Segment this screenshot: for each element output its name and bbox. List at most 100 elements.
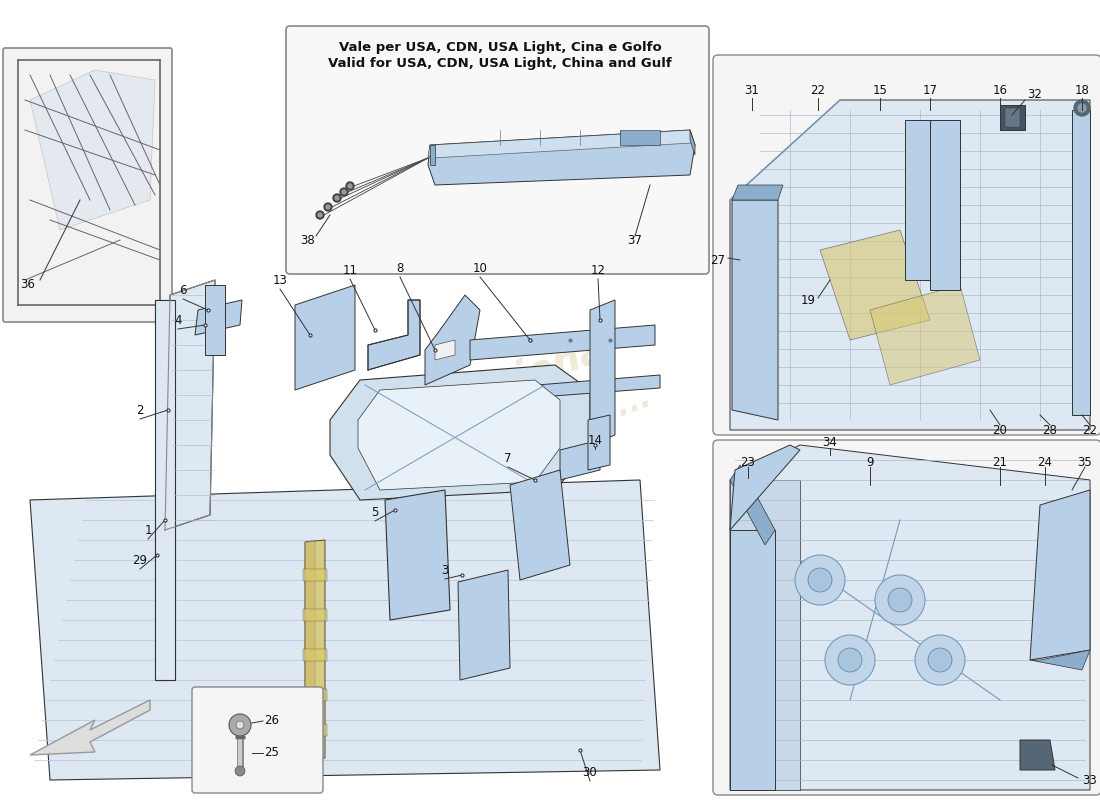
Text: 19: 19: [801, 294, 815, 306]
Polygon shape: [690, 130, 695, 155]
Circle shape: [316, 211, 324, 219]
Polygon shape: [500, 375, 660, 400]
Circle shape: [333, 194, 341, 202]
Circle shape: [874, 575, 925, 625]
Text: 32: 32: [1027, 89, 1043, 102]
Polygon shape: [295, 285, 355, 390]
Polygon shape: [358, 380, 560, 490]
Text: 25: 25: [265, 746, 279, 758]
FancyBboxPatch shape: [192, 687, 323, 793]
Text: 33: 33: [1082, 774, 1098, 786]
Text: 30: 30: [583, 766, 597, 778]
Text: 9: 9: [867, 455, 873, 469]
Polygon shape: [425, 295, 480, 385]
Text: 28: 28: [1043, 423, 1057, 437]
Text: 3: 3: [441, 563, 449, 577]
Text: Valid for USA, CDN, USA Light, China and Gulf: Valid for USA, CDN, USA Light, China and…: [328, 57, 672, 70]
Circle shape: [348, 184, 352, 188]
Text: 12: 12: [591, 263, 605, 277]
Circle shape: [235, 766, 245, 776]
Polygon shape: [510, 470, 570, 580]
Polygon shape: [870, 285, 980, 385]
Circle shape: [1078, 104, 1086, 112]
Polygon shape: [385, 490, 450, 620]
Polygon shape: [205, 285, 225, 355]
Text: 2: 2: [136, 403, 144, 417]
Polygon shape: [302, 689, 327, 701]
Text: 24: 24: [1037, 455, 1053, 469]
Text: 31: 31: [745, 83, 759, 97]
Polygon shape: [302, 649, 327, 661]
Text: Vale per USA, CDN, USA Light, Cina e Golfo: Vale per USA, CDN, USA Light, Cina e Gol…: [339, 42, 661, 54]
Polygon shape: [820, 230, 930, 340]
Polygon shape: [1030, 490, 1090, 660]
Text: 15: 15: [872, 83, 888, 97]
Circle shape: [795, 555, 845, 605]
Polygon shape: [1005, 108, 1020, 127]
Polygon shape: [588, 415, 610, 470]
Circle shape: [342, 190, 346, 194]
Polygon shape: [428, 130, 695, 158]
Polygon shape: [305, 540, 324, 760]
Text: 4: 4: [174, 314, 182, 326]
Text: 27: 27: [711, 254, 726, 266]
Polygon shape: [155, 300, 175, 680]
Polygon shape: [732, 200, 778, 420]
Polygon shape: [1000, 105, 1025, 130]
Text: 11: 11: [342, 263, 358, 277]
Polygon shape: [730, 100, 1090, 430]
Polygon shape: [730, 530, 776, 790]
Text: 22: 22: [811, 83, 825, 97]
Text: 38: 38: [300, 234, 316, 246]
Polygon shape: [302, 569, 327, 581]
Polygon shape: [30, 700, 150, 755]
Text: 8: 8: [396, 262, 404, 274]
Circle shape: [888, 588, 912, 612]
Polygon shape: [195, 300, 242, 335]
Circle shape: [346, 182, 354, 190]
Circle shape: [928, 648, 952, 672]
Text: 36: 36: [21, 278, 35, 291]
Circle shape: [229, 714, 251, 736]
Circle shape: [326, 205, 330, 209]
Polygon shape: [302, 609, 327, 621]
FancyBboxPatch shape: [286, 26, 710, 274]
Polygon shape: [730, 445, 1090, 790]
Text: 14: 14: [587, 434, 603, 446]
Text: 20: 20: [992, 423, 1008, 437]
Text: 17: 17: [923, 83, 937, 97]
Polygon shape: [1020, 740, 1055, 770]
Polygon shape: [560, 440, 600, 480]
Circle shape: [838, 648, 862, 672]
Text: 23: 23: [740, 455, 756, 469]
Text: 6: 6: [179, 283, 187, 297]
Polygon shape: [732, 185, 783, 200]
Circle shape: [336, 196, 339, 200]
Circle shape: [808, 568, 832, 592]
Text: professional: professional: [356, 326, 624, 454]
Polygon shape: [430, 145, 434, 165]
Text: parts since 1...: parts since 1...: [405, 382, 656, 498]
Text: 37: 37: [628, 234, 642, 246]
Polygon shape: [930, 120, 960, 290]
Polygon shape: [730, 465, 776, 545]
FancyBboxPatch shape: [3, 48, 172, 322]
Text: 13: 13: [273, 274, 287, 286]
Polygon shape: [905, 120, 930, 280]
Text: 16: 16: [992, 83, 1008, 97]
Text: 35: 35: [1078, 455, 1092, 469]
Polygon shape: [590, 300, 615, 445]
FancyBboxPatch shape: [713, 55, 1100, 435]
Polygon shape: [1030, 650, 1090, 670]
Text: 7: 7: [504, 451, 512, 465]
Text: 10: 10: [473, 262, 487, 274]
Text: 5: 5: [372, 506, 378, 518]
Polygon shape: [470, 325, 654, 360]
Circle shape: [825, 635, 874, 685]
Polygon shape: [30, 70, 155, 230]
Text: 22: 22: [1082, 423, 1098, 437]
Polygon shape: [428, 130, 695, 185]
Text: 21: 21: [992, 455, 1008, 469]
Circle shape: [236, 721, 244, 729]
Polygon shape: [368, 300, 420, 370]
